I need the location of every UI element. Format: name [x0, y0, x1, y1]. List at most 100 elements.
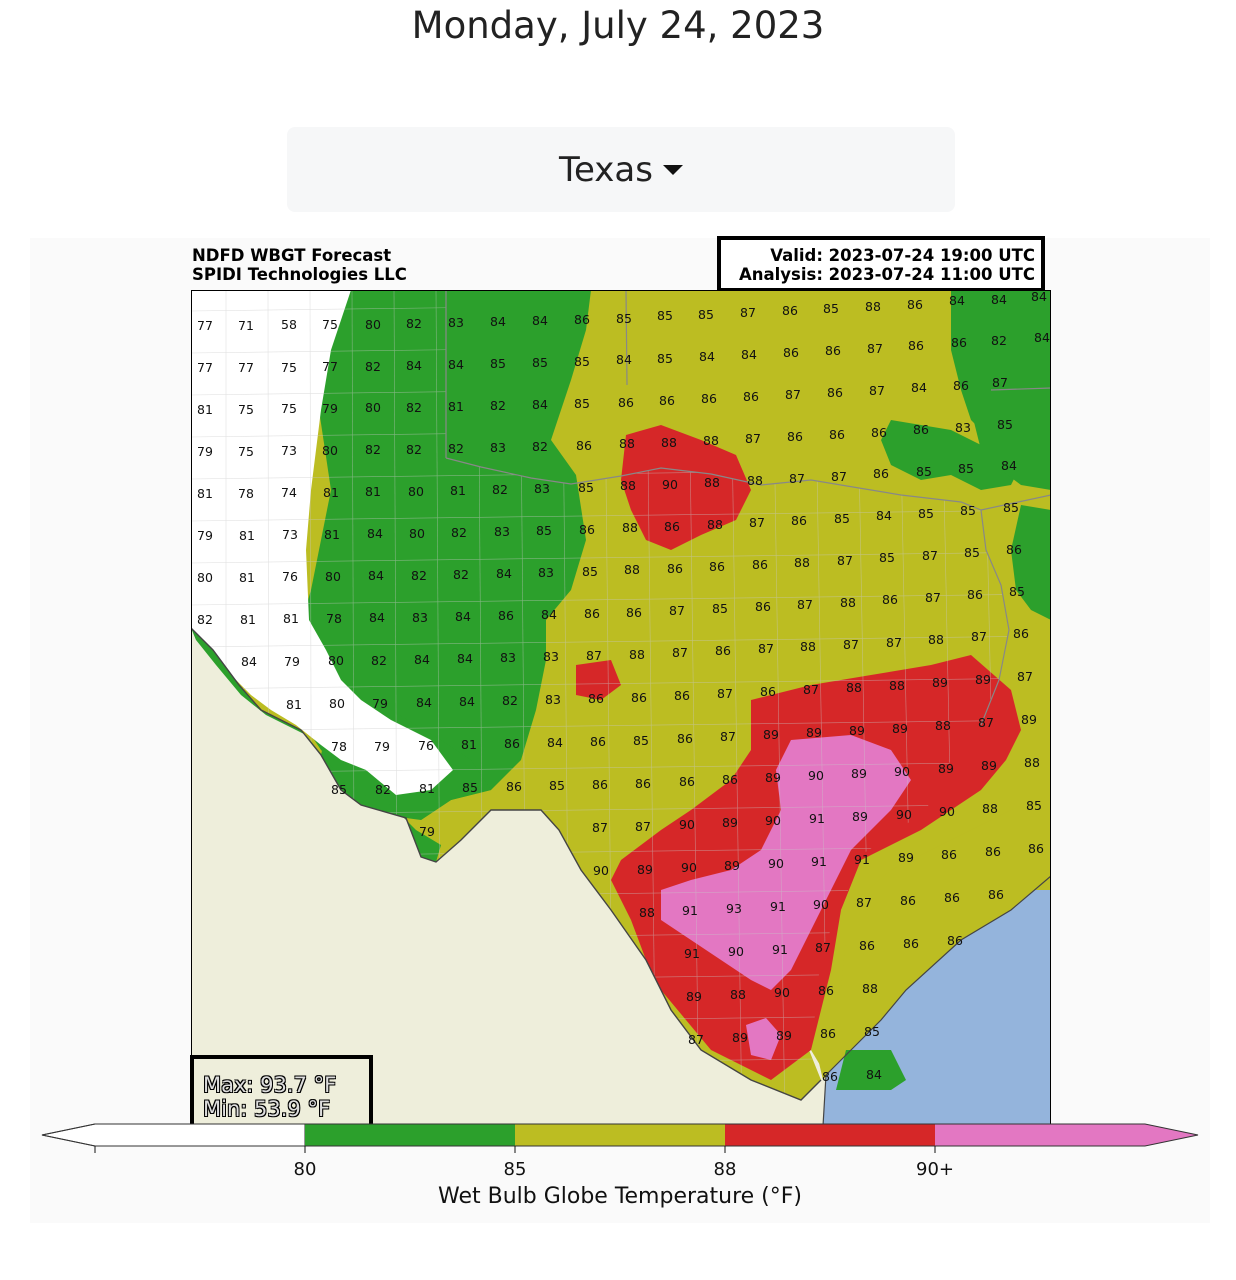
- station-value: 87: [797, 597, 813, 612]
- station-value: 87: [789, 471, 805, 486]
- station-value: 87: [925, 590, 941, 605]
- station-value: 89: [732, 1030, 748, 1045]
- station-value: 86: [953, 378, 969, 393]
- station-value: 73: [282, 527, 298, 542]
- station-value: 77: [322, 359, 338, 374]
- station-value: 84: [741, 347, 757, 362]
- station-value: 84: [369, 610, 385, 625]
- station-value: 91: [684, 946, 700, 961]
- tick-label-90plus: 90+: [916, 1159, 954, 1180]
- region-dropdown[interactable]: Texas: [287, 127, 955, 212]
- station-value: 87: [720, 729, 736, 744]
- station-value: 85: [331, 782, 347, 797]
- station-value: 87: [869, 383, 885, 398]
- station-value: 86: [506, 779, 522, 794]
- station-value: 85: [918, 506, 934, 521]
- station-value: 82: [453, 567, 469, 582]
- station-value: 88: [730, 987, 746, 1002]
- station-value: 85: [879, 550, 895, 565]
- station-value: 85: [549, 778, 565, 793]
- station-value: 88: [794, 555, 810, 570]
- station-value: 85: [582, 564, 598, 579]
- station-value: 80: [197, 570, 213, 585]
- station-value: 81: [197, 486, 213, 501]
- station-value: 85: [462, 780, 478, 795]
- station-value: 85: [916, 464, 932, 479]
- station-value: 84: [699, 349, 715, 364]
- station-value: 86: [1028, 841, 1044, 856]
- station-value: 86: [626, 605, 642, 620]
- colorbar-bin-85-88: [515, 1124, 725, 1146]
- station-value: 89: [938, 761, 954, 776]
- station-value: 82: [406, 442, 422, 457]
- station-value: 86: [988, 887, 1004, 902]
- station-value: 88: [624, 562, 640, 577]
- station-value: 85: [536, 523, 552, 538]
- station-value: 88: [840, 595, 856, 610]
- station-value: 85: [574, 354, 590, 369]
- station-value: 75: [281, 401, 297, 416]
- station-value: 85: [578, 480, 594, 495]
- max-value: Max: 93.7 °F: [203, 1073, 337, 1097]
- station-value: 89: [722, 815, 738, 830]
- station-value: 89: [763, 727, 779, 742]
- station-value: 81: [365, 484, 381, 499]
- station-value: 86: [827, 385, 843, 400]
- station-value: 77: [197, 360, 213, 375]
- station-value: 86: [1006, 542, 1022, 557]
- station-value: 86: [715, 643, 731, 658]
- region-dropdown-label: Texas: [559, 149, 653, 190]
- station-value: 86: [590, 734, 606, 749]
- station-value: 85: [574, 396, 590, 411]
- station-value: 90: [593, 863, 609, 878]
- station-value: 84: [547, 735, 563, 750]
- station-value: 93: [726, 901, 742, 916]
- station-value: 82: [375, 782, 391, 797]
- station-value: 86: [588, 691, 604, 706]
- station-value: 85: [823, 301, 839, 316]
- caret-down-icon: [662, 164, 683, 175]
- station-value: 82: [411, 568, 427, 583]
- station-value: 86: [631, 690, 647, 705]
- station-value: 90: [939, 804, 955, 819]
- station-value: 80: [409, 526, 425, 541]
- station-value: 83: [543, 649, 559, 664]
- station-value: 91: [682, 903, 698, 918]
- station-value: 82: [532, 439, 548, 454]
- station-value: 85: [834, 511, 850, 526]
- station-value: 90: [896, 807, 912, 822]
- station-value: 89: [776, 1028, 792, 1043]
- station-value: 87: [586, 648, 602, 663]
- station-value: 88: [928, 632, 944, 647]
- station-value: 75: [238, 444, 254, 459]
- station-value: 86: [787, 429, 803, 444]
- texas-wbgt-map: 77 71 58 75 80 82 83 84 84 86 85 85 85 87 86 85 88 86 84 84…: [191, 290, 1051, 1126]
- station-value: 58: [281, 317, 297, 332]
- station-value: 89: [1021, 712, 1037, 727]
- station-value: 83: [490, 440, 506, 455]
- station-value: 86: [504, 736, 520, 751]
- colorbar-bin-88-90: [725, 1124, 935, 1146]
- station-value: 84: [241, 654, 257, 669]
- station-value: 81: [448, 399, 464, 414]
- station-value: 88: [707, 517, 723, 532]
- min-value: Min: 53.9 °F: [203, 1097, 331, 1121]
- station-value: 82: [371, 653, 387, 668]
- station-value: 84: [541, 607, 557, 622]
- valid-analysis-box: Valid: 2023-07-24 19:00 UTC Analysis: 20…: [717, 236, 1045, 292]
- station-value: 91: [770, 899, 786, 914]
- green-zone-west: [281, 290, 591, 820]
- station-value: 79: [197, 444, 213, 459]
- station-value: 87: [992, 375, 1008, 390]
- red-zone-dfw: [621, 425, 751, 550]
- station-value: 90: [765, 813, 781, 828]
- station-value: 85: [964, 545, 980, 560]
- station-value: 83: [500, 650, 516, 665]
- colorbar-label: Wet Bulb Globe Temperature (°F): [438, 1184, 802, 1209]
- station-value: 79: [419, 824, 435, 839]
- station-value: 89: [892, 721, 908, 736]
- station-value: 87: [856, 895, 872, 910]
- station-value: 84: [876, 508, 892, 523]
- station-value: 86: [825, 343, 841, 358]
- station-value: 86: [760, 684, 776, 699]
